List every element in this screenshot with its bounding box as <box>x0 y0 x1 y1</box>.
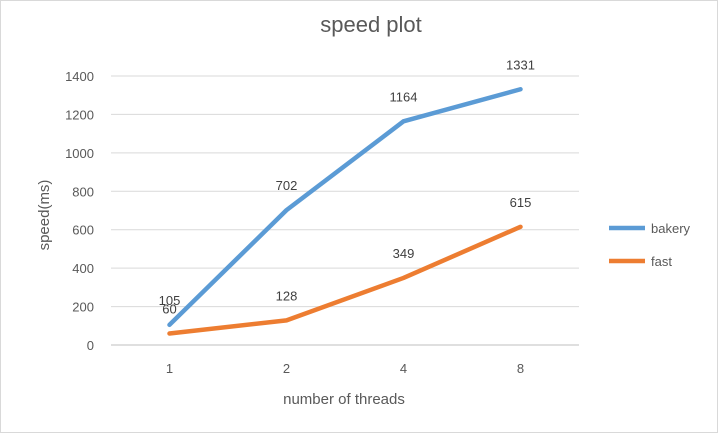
legend: bakery fast <box>609 221 691 269</box>
x-tick-label: 1 <box>166 361 173 376</box>
series-lines <box>167 87 523 336</box>
y-tick-label: 1000 <box>65 146 94 161</box>
x-tick-label: 8 <box>517 361 524 376</box>
y-tick-label: 800 <box>72 184 94 199</box>
data-label-fast: 615 <box>510 195 532 210</box>
data-label-bakery: 105 <box>159 293 181 308</box>
y-tick-label: 1200 <box>65 107 94 122</box>
data-label-fast: 128 <box>276 288 298 303</box>
data-label-fast: 349 <box>393 246 415 261</box>
data-labels: 105 702 1164 1331 60 128 349 615 <box>159 57 535 316</box>
x-axis-title: number of threads <box>283 391 405 408</box>
x-tick-label: 4 <box>400 361 407 376</box>
legend-label-bakery: bakery <box>651 221 691 236</box>
x-tick-label: 2 <box>283 361 290 376</box>
gridlines <box>111 75 579 346</box>
y-tick-label: 600 <box>72 223 94 238</box>
legend-label-fast: fast <box>651 254 672 269</box>
y-axis-title: speed(ms) <box>36 180 53 251</box>
y-tick-label: 200 <box>72 300 94 315</box>
data-label-fast: 60 <box>162 301 176 316</box>
y-tick-label: 400 <box>72 261 94 276</box>
y-axis-ticks: 0 200 400 600 800 1000 1200 1400 <box>65 69 94 353</box>
data-label-bakery: 1164 <box>390 89 418 104</box>
data-label-bakery: 1331 <box>506 57 535 72</box>
y-tick-label: 0 <box>87 338 94 353</box>
data-label-bakery: 702 <box>276 178 298 193</box>
series-line-bakery <box>167 87 523 328</box>
chart-title: speed plot <box>320 12 422 37</box>
series-line-fast <box>167 224 523 336</box>
y-tick-label: 1400 <box>65 69 94 84</box>
x-axis-ticks: 1 2 4 8 <box>166 361 524 376</box>
